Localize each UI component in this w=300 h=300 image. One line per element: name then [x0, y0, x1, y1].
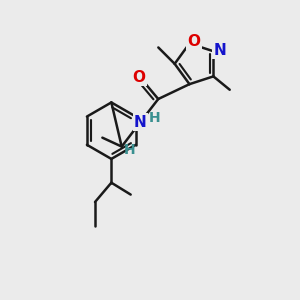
- Text: N: N: [214, 43, 226, 58]
- Text: H: H: [148, 111, 160, 125]
- Text: O: O: [133, 70, 146, 85]
- Text: H: H: [123, 143, 135, 157]
- Text: N: N: [134, 115, 147, 130]
- Text: O: O: [188, 34, 200, 49]
